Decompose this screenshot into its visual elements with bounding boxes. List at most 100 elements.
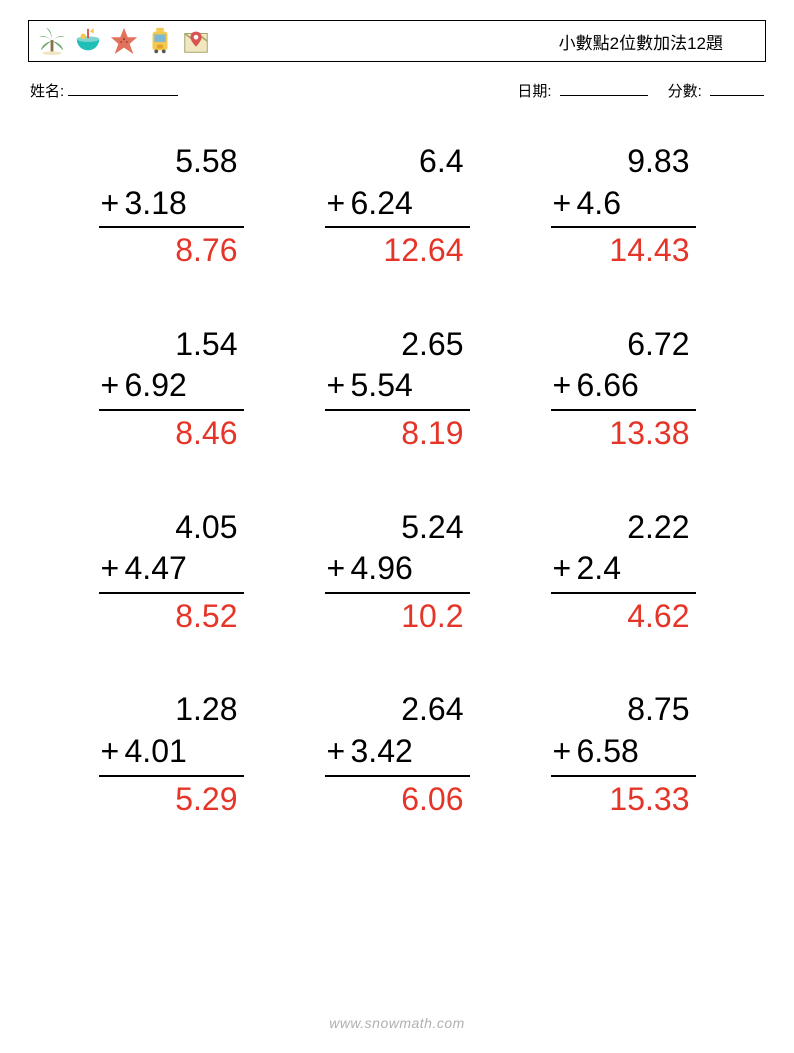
problem: 9.83+4.614.43 xyxy=(510,141,736,272)
operand-1: 5.58 xyxy=(99,141,244,183)
operator: + xyxy=(551,731,577,773)
operand-1: 2.64 xyxy=(325,689,470,731)
problems-grid: 5.58+3.188.766.4+6.2412.649.83+4.614.431… xyxy=(28,141,766,820)
operand-2: 5.54 xyxy=(351,365,470,407)
problem: 2.64+3.426.06 xyxy=(284,689,510,820)
name-blank[interactable] xyxy=(68,80,178,96)
problem: 8.75+6.5815.33 xyxy=(510,689,736,820)
operand-1: 9.83 xyxy=(551,141,696,183)
operand-2: 6.24 xyxy=(351,183,470,225)
header-box: 小數點2位數加法12題 xyxy=(28,20,766,62)
problem-inner: 8.75+6.5815.33 xyxy=(551,689,696,820)
operator: + xyxy=(99,365,125,407)
date-label: 日期: xyxy=(517,83,551,100)
answer: 4.62 xyxy=(551,594,696,638)
map-pin-icon xyxy=(181,26,211,56)
operand-2-row: +3.42 xyxy=(325,731,470,777)
problem: 2.22+2.44.62 xyxy=(510,507,736,638)
operand-1: 6.72 xyxy=(551,324,696,366)
operator: + xyxy=(551,365,577,407)
operand-2: 6.66 xyxy=(577,365,696,407)
operand-2: 6.58 xyxy=(577,731,696,773)
operand-2: 3.42 xyxy=(351,731,470,773)
problem: 6.72+6.6613.38 xyxy=(510,324,736,455)
operand-1: 2.22 xyxy=(551,507,696,549)
problem-inner: 5.24+4.9610.2 xyxy=(325,507,470,638)
drink-bowl-icon xyxy=(73,26,103,56)
name-label: 姓名: xyxy=(30,80,64,101)
answer: 12.64 xyxy=(325,228,470,272)
operand-1: 1.28 xyxy=(99,689,244,731)
operator: + xyxy=(551,548,577,590)
header-icons xyxy=(37,26,211,56)
answer: 8.19 xyxy=(325,411,470,455)
starfish-icon xyxy=(109,26,139,56)
operand-2-row: +2.4 xyxy=(551,548,696,594)
problem-inner: 6.4+6.2412.64 xyxy=(325,141,470,272)
problem: 1.28+4.015.29 xyxy=(58,689,284,820)
worksheet-page: 小數點2位數加法12題 姓名: 日期: 分數: 5.58+3.188.76 6.4… xyxy=(0,0,794,1053)
operand-1: 4.05 xyxy=(99,507,244,549)
operand-2-row: +6.58 xyxy=(551,731,696,777)
problem: 2.65+5.548.19 xyxy=(284,324,510,455)
problem: 5.58+3.188.76 xyxy=(58,141,284,272)
date-field: 日期: xyxy=(517,80,647,101)
problem-inner: 5.58+3.188.76 xyxy=(99,141,244,272)
operand-2-row: +6.92 xyxy=(99,365,244,411)
footer-watermark: www.snowmath.com xyxy=(0,1015,794,1031)
operand-2-row: +6.24 xyxy=(325,183,470,229)
operand-1: 5.24 xyxy=(325,507,470,549)
operand-1: 8.75 xyxy=(551,689,696,731)
problem: 6.4+6.2412.64 xyxy=(284,141,510,272)
problem: 4.05+4.478.52 xyxy=(58,507,284,638)
problem: 1.54+6.928.46 xyxy=(58,324,284,455)
operand-1: 2.65 xyxy=(325,324,470,366)
operator: + xyxy=(99,731,125,773)
operand-2-row: +6.66 xyxy=(551,365,696,411)
answer: 15.33 xyxy=(551,777,696,821)
answer: 6.06 xyxy=(325,777,470,821)
operand-2-row: +4.01 xyxy=(99,731,244,777)
info-row: 姓名: 日期: 分數: xyxy=(28,80,766,101)
name-field: 姓名: xyxy=(30,80,178,101)
problem-inner: 2.64+3.426.06 xyxy=(325,689,470,820)
palm-tree-icon xyxy=(37,26,67,56)
score-blank[interactable] xyxy=(710,80,764,96)
operand-1: 1.54 xyxy=(99,324,244,366)
operator: + xyxy=(99,183,125,225)
operand-2-row: +4.6 xyxy=(551,183,696,229)
tram-icon xyxy=(145,26,175,56)
answer: 14.43 xyxy=(551,228,696,272)
problem-inner: 6.72+6.6613.38 xyxy=(551,324,696,455)
operand-2-row: +3.18 xyxy=(99,183,244,229)
operand-2: 2.4 xyxy=(577,548,696,590)
problem-inner: 1.54+6.928.46 xyxy=(99,324,244,455)
operand-2: 3.18 xyxy=(125,183,244,225)
answer: 10.2 xyxy=(325,594,470,638)
operator: + xyxy=(325,183,351,225)
operand-2: 4.47 xyxy=(125,548,244,590)
answer: 13.38 xyxy=(551,411,696,455)
problem: 5.24+4.9610.2 xyxy=(284,507,510,638)
problem-inner: 4.05+4.478.52 xyxy=(99,507,244,638)
operand-2-row: +4.47 xyxy=(99,548,244,594)
operator: + xyxy=(99,548,125,590)
score-label: 分數: xyxy=(668,83,702,100)
operand-2: 4.6 xyxy=(577,183,696,225)
operator: + xyxy=(325,365,351,407)
answer: 8.46 xyxy=(99,411,244,455)
operand-2-row: +5.54 xyxy=(325,365,470,411)
date-blank[interactable] xyxy=(560,80,648,96)
operand-2: 6.92 xyxy=(125,365,244,407)
operand-2: 4.01 xyxy=(125,731,244,773)
operator: + xyxy=(325,548,351,590)
operand-1: 6.4 xyxy=(325,141,470,183)
operand-2: 4.96 xyxy=(351,548,470,590)
answer: 5.29 xyxy=(99,777,244,821)
problem-inner: 1.28+4.015.29 xyxy=(99,689,244,820)
score-field: 分數: xyxy=(668,80,764,101)
worksheet-title: 小數點2位數加法12題 xyxy=(559,29,753,54)
problem-inner: 2.22+2.44.62 xyxy=(551,507,696,638)
problem-inner: 2.65+5.548.19 xyxy=(325,324,470,455)
operator: + xyxy=(325,731,351,773)
